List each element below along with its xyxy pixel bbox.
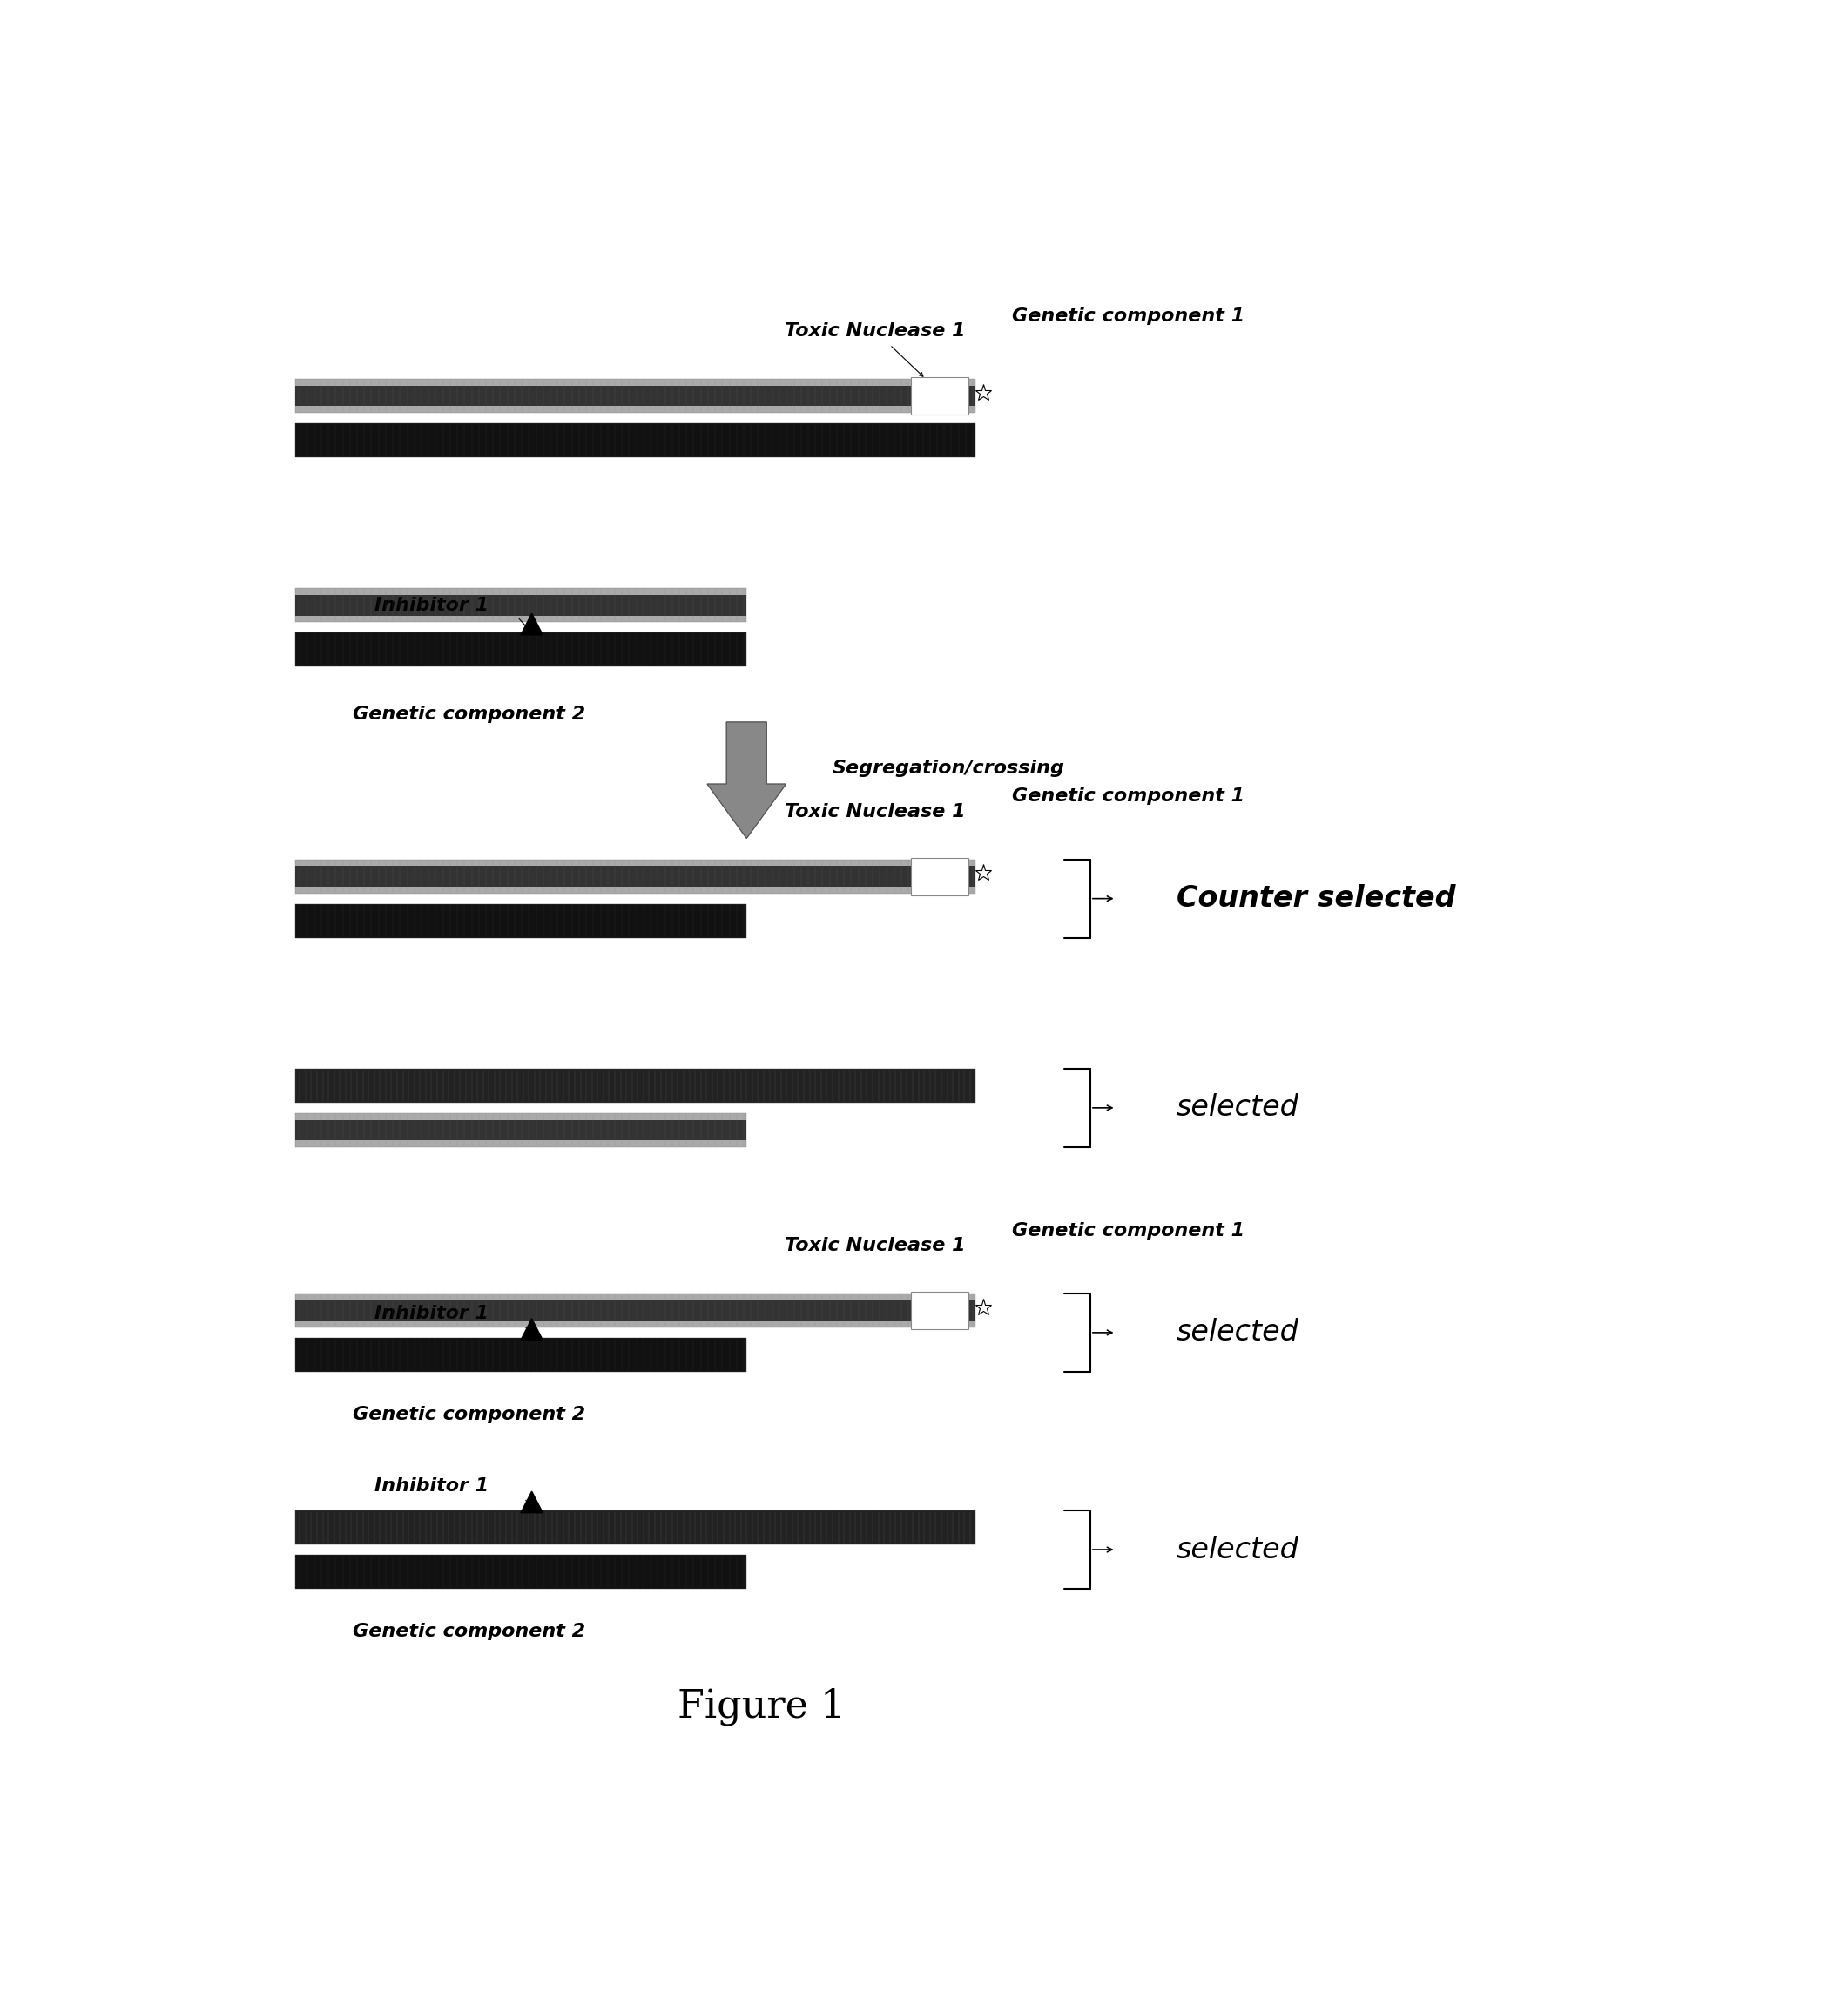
Bar xyxy=(296,1113,747,1147)
Bar xyxy=(911,858,968,896)
Bar xyxy=(296,1510,976,1544)
Bar xyxy=(296,588,747,622)
Polygon shape xyxy=(521,1319,543,1341)
Text: Genetic component 1: Genetic component 1 xyxy=(1011,787,1244,805)
Text: Inhibitor 1: Inhibitor 1 xyxy=(373,1478,488,1496)
Bar xyxy=(296,386,976,407)
Text: Toxic Nuclease 1: Toxic Nuclease 1 xyxy=(785,803,967,821)
Text: Genetic component 1: Genetic component 1 xyxy=(1011,308,1244,324)
Bar xyxy=(296,866,976,886)
Text: Counter selected: Counter selected xyxy=(1175,884,1456,914)
Text: Genetic component 2: Genetic component 2 xyxy=(353,1405,586,1423)
Polygon shape xyxy=(521,614,543,634)
Bar xyxy=(296,1119,747,1139)
Bar xyxy=(911,376,968,415)
Text: selected: selected xyxy=(1175,1319,1299,1347)
Text: Figure 1: Figure 1 xyxy=(676,1687,845,1725)
Bar xyxy=(296,1294,976,1327)
Bar xyxy=(296,596,747,616)
Text: Genetic component 2: Genetic component 2 xyxy=(353,705,586,723)
Bar xyxy=(296,1069,976,1103)
Text: Toxic Nuclease 1: Toxic Nuclease 1 xyxy=(785,322,967,340)
Bar xyxy=(296,860,976,894)
Text: Inhibitor 1: Inhibitor 1 xyxy=(373,1304,488,1323)
Text: Toxic Nuclease 1: Toxic Nuclease 1 xyxy=(785,1238,967,1254)
Text: Segregation/crossing: Segregation/crossing xyxy=(832,759,1064,777)
Bar xyxy=(296,1554,747,1588)
Text: Genetic component 2: Genetic component 2 xyxy=(353,1622,586,1641)
Bar xyxy=(911,1292,968,1329)
Bar xyxy=(296,423,976,457)
Text: Inhibitor 1: Inhibitor 1 xyxy=(373,596,488,614)
Polygon shape xyxy=(521,1492,543,1514)
Bar xyxy=(296,1300,976,1321)
Bar xyxy=(296,378,976,413)
Bar xyxy=(296,1339,747,1371)
Text: selected: selected xyxy=(1175,1536,1299,1564)
Bar xyxy=(296,632,747,666)
Text: Genetic component 1: Genetic component 1 xyxy=(1011,1222,1244,1240)
Bar xyxy=(296,904,747,938)
Text: selected: selected xyxy=(1175,1093,1299,1121)
Polygon shape xyxy=(708,723,785,837)
